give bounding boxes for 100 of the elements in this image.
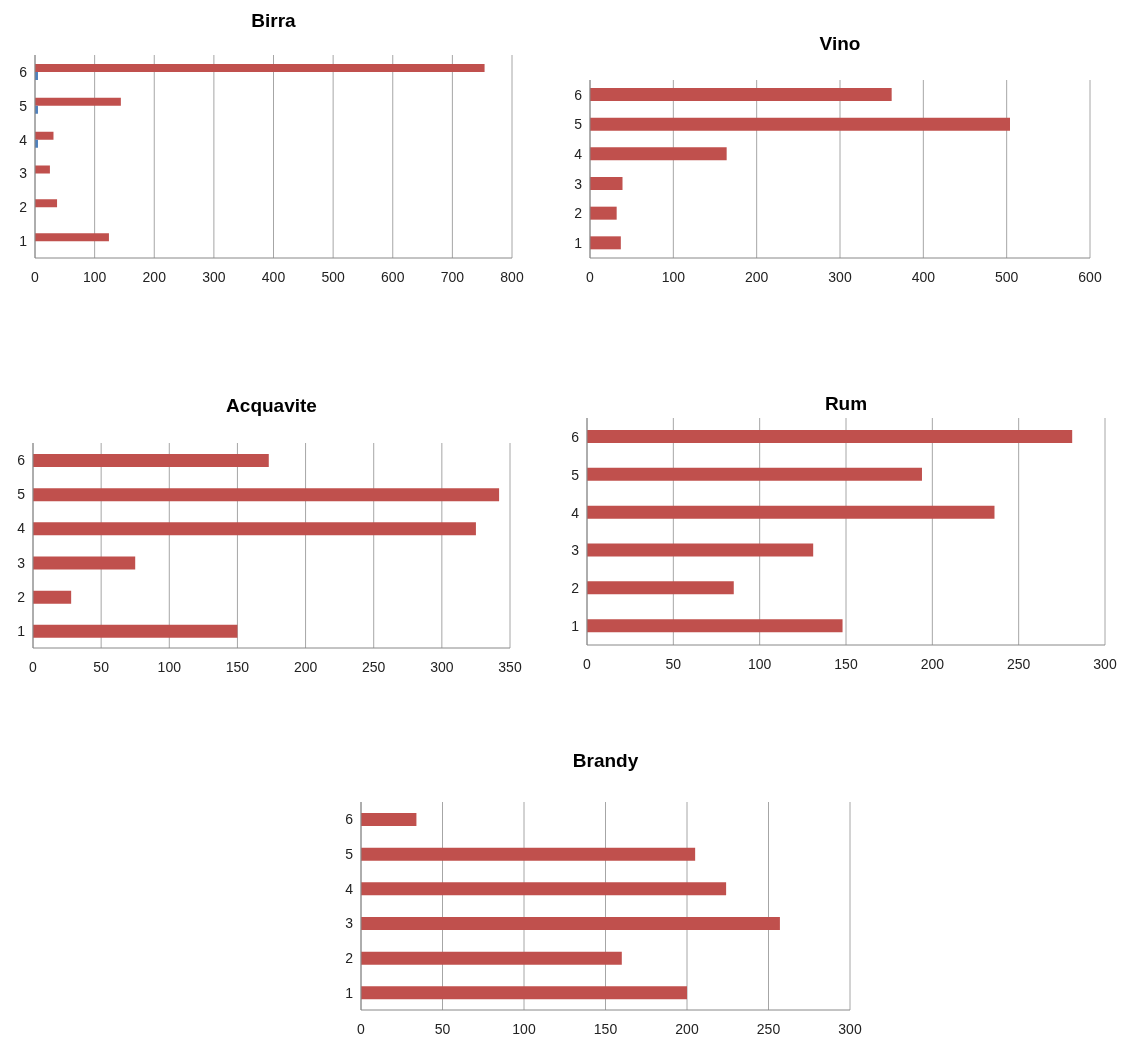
y-tick-label: 2	[17, 588, 26, 605]
bar	[35, 199, 58, 208]
x-tick-label: 0	[586, 268, 595, 285]
bar	[33, 624, 238, 638]
y-tick-label: 4	[17, 520, 26, 537]
y-tick-label: 3	[19, 165, 28, 182]
x-tick-label: 100	[82, 268, 107, 285]
bar	[361, 951, 622, 965]
bar	[33, 556, 136, 570]
bar	[361, 847, 696, 861]
bar	[587, 581, 734, 595]
x-tick-label: 50	[93, 658, 110, 675]
chart-title: Brandy	[571, 749, 640, 773]
x-tick-label: 150	[593, 1020, 618, 1037]
x-tick-label: 500	[321, 268, 346, 285]
chart-title: Vino	[818, 32, 862, 56]
x-tick-label: 350	[498, 658, 522, 675]
x-tick-label: 250	[362, 658, 386, 675]
bar	[587, 543, 814, 557]
x-tick-label: 0	[31, 268, 40, 285]
x-tick-label: 800	[500, 268, 524, 285]
x-tick-label: 100	[512, 1020, 536, 1037]
x-tick-label: 250	[756, 1020, 781, 1037]
x-tick-label: 700	[440, 268, 465, 285]
bar	[35, 97, 121, 106]
bar	[590, 117, 1010, 131]
bar	[35, 131, 54, 140]
x-tick-label: 200	[744, 268, 769, 285]
x-tick-label: 600	[1078, 268, 1102, 285]
y-tick-label: 1	[19, 233, 28, 250]
y-tick-label: 2	[19, 199, 28, 216]
bar	[33, 522, 476, 536]
bar	[361, 986, 687, 1000]
y-tick-label: 3	[345, 915, 354, 932]
x-tick-label: 300	[828, 268, 852, 285]
y-tick-label: 5	[574, 116, 583, 133]
y-tick-label: 6	[574, 86, 583, 103]
x-tick-label: 400	[261, 268, 286, 285]
bar	[33, 488, 500, 502]
bar	[590, 206, 617, 220]
y-tick-label: 4	[574, 146, 583, 163]
x-tick-label: 150	[225, 658, 250, 675]
bar	[35, 64, 485, 72]
y-tick-label: 4	[19, 131, 28, 148]
x-tick-label: 200	[142, 268, 167, 285]
bar	[590, 88, 892, 101]
y-tick-label: 1	[345, 984, 354, 1001]
bar	[35, 165, 50, 174]
x-tick-label: 200	[920, 655, 945, 672]
chart-title: Rum	[823, 392, 869, 416]
x-tick-label: 400	[911, 268, 936, 285]
y-tick-label: 4	[571, 504, 580, 521]
bar	[590, 147, 727, 161]
x-tick-label: 300	[430, 658, 454, 675]
bar	[33, 590, 72, 604]
chart-title: Acquavite	[225, 394, 318, 418]
y-tick-label: 5	[571, 466, 580, 483]
y-tick-label: 6	[17, 452, 26, 469]
x-tick-label: 100	[747, 655, 772, 672]
x-tick-label: 250	[1006, 655, 1031, 672]
x-tick-label: 50	[665, 655, 682, 672]
y-tick-label: 3	[574, 175, 583, 192]
y-tick-label: 3	[571, 542, 580, 559]
y-tick-label: 6	[19, 63, 28, 80]
y-tick-label: 2	[571, 580, 580, 597]
bar	[590, 236, 621, 250]
x-tick-label: 300	[838, 1020, 862, 1037]
x-tick-label: 50	[434, 1020, 451, 1037]
x-tick-label: 150	[834, 655, 858, 672]
bar	[35, 233, 109, 242]
bar	[33, 454, 269, 467]
bar	[587, 430, 1073, 443]
y-tick-label: 2	[574, 205, 583, 222]
bar	[590, 177, 623, 190]
x-tick-label: 600	[381, 268, 405, 285]
bar	[587, 505, 995, 519]
chart-title: Birra	[250, 9, 297, 33]
x-tick-label: 0	[357, 1020, 366, 1037]
x-tick-label: 100	[661, 268, 686, 285]
y-tick-label: 5	[17, 486, 26, 503]
x-tick-label: 300	[202, 268, 226, 285]
y-tick-label: 5	[19, 97, 28, 114]
x-tick-label: 300	[1093, 655, 1117, 672]
bar	[361, 917, 780, 930]
x-tick-label: 0	[583, 655, 592, 672]
x-tick-label: 500	[994, 268, 1019, 285]
y-tick-label: 5	[345, 845, 354, 862]
y-tick-label: 6	[345, 811, 354, 828]
y-tick-label: 1	[574, 235, 583, 252]
y-tick-label: 4	[345, 880, 354, 897]
x-tick-label: 200	[675, 1020, 699, 1037]
y-tick-label: 3	[17, 554, 26, 571]
y-tick-label: 1	[17, 622, 26, 639]
x-tick-label: 0	[29, 658, 38, 675]
y-tick-label: 1	[571, 618, 580, 635]
bar	[587, 467, 922, 481]
x-tick-label: 100	[157, 658, 182, 675]
bar	[361, 882, 727, 896]
bar	[587, 619, 843, 633]
x-tick-label: 200	[293, 658, 318, 675]
